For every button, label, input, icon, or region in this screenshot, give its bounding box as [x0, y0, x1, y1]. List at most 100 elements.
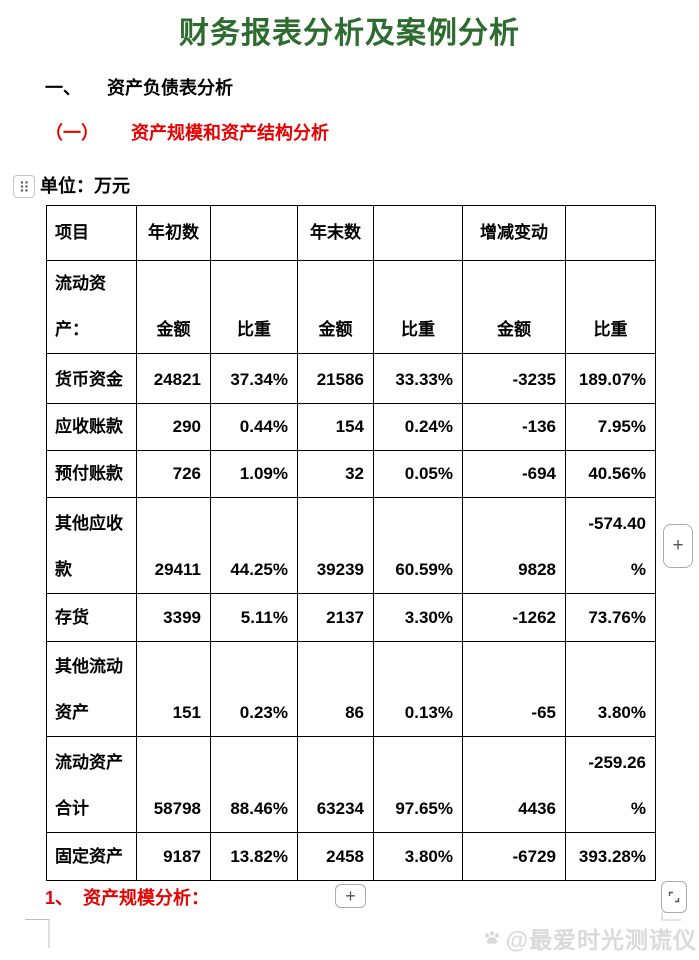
footnote-numeral: 1、 [45, 888, 74, 908]
cell-value[interactable]: 290 [136, 403, 211, 451]
row-label[interactable]: 其他流动 资产 [46, 641, 137, 737]
cell-value[interactable]: -3235 [462, 353, 566, 404]
section-numeral: 一、 [45, 78, 81, 98]
cell-value[interactable]: 154 [297, 403, 374, 451]
cell-value[interactable]: 393.28% [565, 832, 656, 881]
cell-value[interactable]: 189.07% [565, 353, 656, 404]
cell-value[interactable]: 33.33% [373, 353, 463, 404]
drag-dots-icon [20, 181, 28, 192]
cell-value[interactable]: -65 [462, 641, 566, 737]
watermark-text: @最爱时光测谎仪 [505, 927, 697, 953]
row-label[interactable]: 应收账款 [46, 403, 137, 451]
subheader-amount[interactable]: 金额 [136, 260, 211, 354]
cell-value[interactable]: 44.25% [210, 497, 298, 594]
cell-value[interactable]: 40.56% [565, 450, 656, 498]
subsection-heading: （一） 资产规模和资产结构分析 [45, 119, 329, 145]
row-label-current-assets[interactable]: 流动资 产： [46, 260, 137, 354]
cell-value[interactable]: 0.44% [210, 403, 298, 451]
table-row: 预付账款 726 1.09% 32 0.05% -694 40.56% [46, 450, 656, 498]
section-heading: 一、 资产负债表分析 [45, 74, 233, 100]
cell-value[interactable]: 4436 [462, 736, 566, 833]
cell-value[interactable]: 3.80% [373, 832, 463, 881]
cell-value[interactable]: 13.82% [210, 832, 298, 881]
footnote-heading: 1、 资产规模分析： [45, 884, 209, 910]
cell-value[interactable]: 21586 [297, 353, 374, 404]
section-heading-text: 资产负债表分析 [107, 78, 233, 98]
add-column-button[interactable]: + [663, 524, 693, 568]
expand-icon [668, 891, 680, 903]
column-header-empty[interactable] [373, 205, 463, 261]
cell-value[interactable]: 3.30% [373, 593, 463, 642]
cell-value[interactable]: 39239 [297, 497, 374, 594]
cell-value[interactable]: 24821 [136, 353, 211, 404]
column-header-change[interactable]: 增减变动 [462, 205, 566, 261]
cell-value[interactable]: 97.65% [373, 736, 463, 833]
cell-value[interactable]: 3399 [136, 593, 211, 642]
footnote-text: 资产规模分析： [83, 888, 210, 908]
column-header-year-end[interactable]: 年末数 [297, 205, 374, 261]
table-row: 货币资金 24821 37.34% 21586 33.33% -3235 189.07% [46, 353, 656, 404]
unit-label: 单位：万元 [40, 176, 130, 196]
cell-value[interactable]: 0.13% [373, 641, 463, 737]
table-header-row-subcolumns: 流动资 产： 金额 比重 金额 比重 金额 比重 [46, 260, 656, 354]
cell-value[interactable]: 88.46% [210, 736, 298, 833]
subheader-proportion[interactable]: 比重 [373, 260, 463, 354]
cell-value[interactable]: 0.05% [373, 450, 463, 498]
cell-value[interactable]: 0.24% [373, 403, 463, 451]
table-row: 流动资产 合计 58798 88.46% 63234 97.65% 4436 -259.26… [46, 736, 656, 833]
table-body: 货币资金 24821 37.34% 21586 33.33% -3235 189.07% 应收… [46, 353, 656, 881]
cell-value[interactable]: 29411 [136, 497, 211, 594]
subheader-proportion[interactable]: 比重 [565, 260, 656, 354]
column-header-empty[interactable] [565, 205, 656, 261]
cell-value[interactable]: 58798 [136, 736, 211, 833]
cell-value[interactable]: -259.26 % [565, 736, 656, 833]
cell-value[interactable]: 86 [297, 641, 374, 737]
cell-value[interactable]: 9187 [136, 832, 211, 881]
watermark-logo-icon [484, 931, 499, 944]
row-label[interactable]: 流动资产 合计 [46, 736, 137, 833]
subheader-amount[interactable]: 金额 [462, 260, 566, 354]
row-label[interactable]: 预付账款 [46, 450, 137, 498]
subheader-proportion[interactable]: 比重 [210, 260, 298, 354]
row-label[interactable]: 其他应收 款 [46, 497, 137, 594]
cell-value[interactable]: 32 [297, 450, 374, 498]
cell-value[interactable]: -694 [462, 450, 566, 498]
expand-table-button[interactable] [661, 881, 687, 913]
cell-value[interactable]: -574.40 % [565, 497, 656, 594]
subheader-amount[interactable]: 金额 [297, 260, 374, 354]
cell-value[interactable]: 1.09% [210, 450, 298, 498]
table-row: 存货 3399 5.11% 2137 3.30% -1262 73.76% [46, 593, 656, 642]
column-header-item[interactable]: 项目 [46, 205, 137, 261]
row-label[interactable]: 存货 [46, 593, 137, 642]
cell-value[interactable]: 0.23% [210, 641, 298, 737]
subsection-heading-text: 资产规模和资产结构分析 [131, 123, 329, 143]
balance-sheet-table: 项目 年初数 年末数 增减变动 流动资 产： 金额 比重 金额 比重 金额 比重… [46, 205, 656, 881]
cell-value[interactable]: 2458 [297, 832, 374, 881]
cell-value[interactable]: 63234 [297, 736, 374, 833]
table-row: 其他流动 资产 151 0.23% 86 0.13% -65 3.80% [46, 641, 656, 737]
cell-value[interactable]: -6729 [462, 832, 566, 881]
row-label[interactable]: 货币资金 [46, 353, 137, 404]
table-drag-handle-button[interactable] [13, 175, 35, 198]
cell-value[interactable]: 5.11% [210, 593, 298, 642]
subsection-numeral: （一） [45, 123, 99, 143]
table-row: 其他应收 款 29411 44.25% 39239 60.59% 9828 -574.40 … [46, 497, 656, 594]
cell-value[interactable]: 60.59% [373, 497, 463, 594]
cell-value[interactable]: 726 [136, 450, 211, 498]
cell-value[interactable]: 9828 [462, 497, 566, 594]
document-title: 财务报表分析及案例分析 [179, 17, 520, 50]
cell-value[interactable]: 2137 [297, 593, 374, 642]
table-header-row-groups: 项目 年初数 年末数 增减变动 [46, 205, 656, 261]
cell-value[interactable]: -136 [462, 403, 566, 451]
cell-value[interactable]: 7.95% [565, 403, 656, 451]
add-row-button[interactable]: + [335, 884, 366, 908]
cell-value[interactable]: -1262 [462, 593, 566, 642]
table-row: 应收账款 290 0.44% 154 0.24% -136 7.95% [46, 403, 656, 451]
cell-value[interactable]: 73.76% [565, 593, 656, 642]
row-label[interactable]: 固定资产 [46, 832, 137, 881]
cell-value[interactable]: 37.34% [210, 353, 298, 404]
column-header-year-start[interactable]: 年初数 [136, 205, 211, 261]
column-header-empty[interactable] [210, 205, 298, 261]
cell-value[interactable]: 151 [136, 641, 211, 737]
cell-value[interactable]: 3.80% [565, 641, 656, 737]
